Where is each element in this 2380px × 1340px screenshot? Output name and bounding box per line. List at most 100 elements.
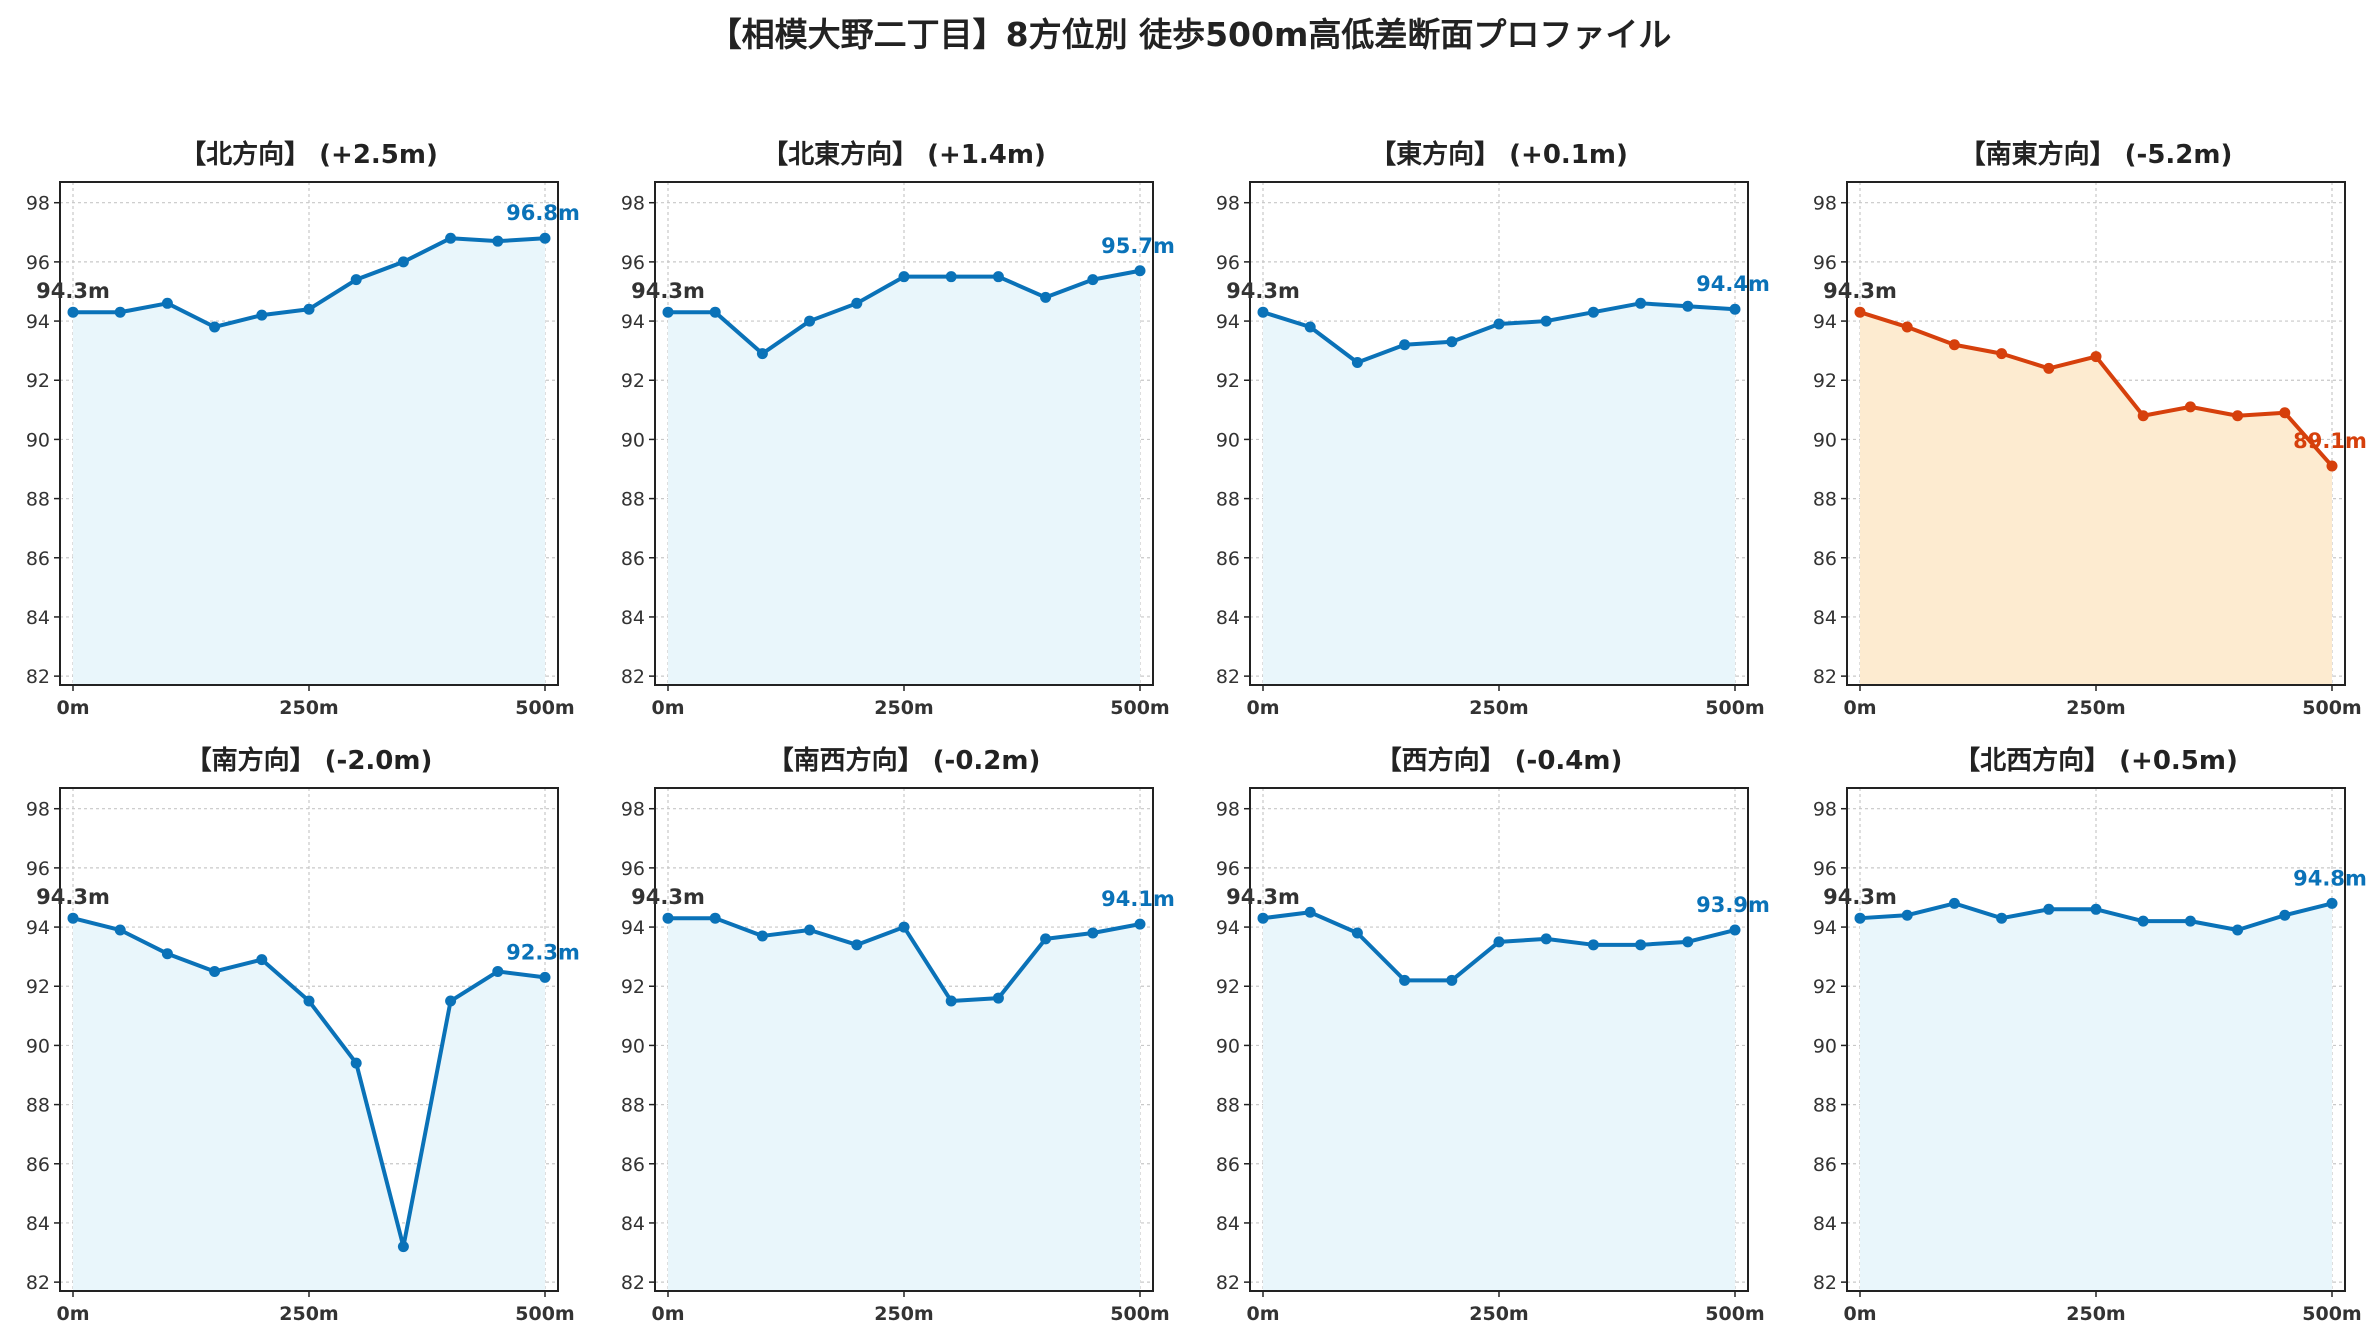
y-tick-label: 94 xyxy=(1813,311,1837,333)
y-tick-label: 98 xyxy=(26,799,50,821)
data-point xyxy=(1854,912,1866,924)
y-tick-label: 98 xyxy=(1813,193,1837,215)
data-point xyxy=(1682,300,1694,312)
data-point xyxy=(2184,915,2196,927)
panel-title: 【北西方向】 (+0.5m) xyxy=(1954,745,2238,776)
data-point xyxy=(209,965,221,977)
y-tick-label: 98 xyxy=(1813,799,1837,821)
y-tick-label: 84 xyxy=(621,607,645,629)
y-tick-label: 86 xyxy=(1813,1154,1837,1176)
data-point xyxy=(1134,265,1146,277)
data-point xyxy=(1446,336,1458,348)
end-label: 89.1m xyxy=(2293,429,2367,453)
y-tick-label: 94 xyxy=(26,917,50,939)
panel-title: 【南方向】 (-2.0m) xyxy=(186,745,433,776)
y-tick-label: 84 xyxy=(621,1213,645,1235)
data-point xyxy=(2232,410,2244,422)
y-tick-label: 96 xyxy=(26,858,50,880)
y-tick-label: 96 xyxy=(621,858,645,880)
data-point xyxy=(1134,918,1146,930)
data-point xyxy=(1996,912,2008,924)
data-point xyxy=(1948,339,1960,351)
data-point xyxy=(67,912,79,924)
start-label: 94.3m xyxy=(631,279,705,303)
data-point xyxy=(992,992,1004,1004)
y-tick-label: 92 xyxy=(26,976,50,998)
data-point xyxy=(445,232,457,244)
data-point xyxy=(161,948,173,960)
data-point xyxy=(1257,306,1269,318)
data-point xyxy=(2184,401,2196,413)
data-point xyxy=(804,315,816,327)
x-tick-label: 250m xyxy=(874,697,933,719)
data-point xyxy=(1854,306,1866,318)
data-point xyxy=(851,939,863,951)
panel-3: 【東方向】 (+0.1m) 82 84 86 88 90 92 94 96 98 0m 250m 500… xyxy=(1216,139,1770,719)
panel-title: 【南東方向】 (-5.2m) xyxy=(1960,139,2233,170)
y-tick-label: 92 xyxy=(621,370,645,392)
y-tick-label: 90 xyxy=(1813,429,1837,451)
start-label: 94.3m xyxy=(36,279,110,303)
data-point xyxy=(2137,915,2149,927)
y-tick-label: 96 xyxy=(621,252,645,274)
panel-title: 【南西方向】 (-0.2m) xyxy=(768,745,1041,776)
x-tick-label: 500m xyxy=(515,697,574,719)
data-point xyxy=(67,306,79,318)
y-tick-label: 96 xyxy=(1813,252,1837,274)
data-point xyxy=(539,232,551,244)
y-tick-label: 82 xyxy=(621,1272,645,1294)
data-point xyxy=(851,297,863,309)
y-tick-label: 88 xyxy=(26,1095,50,1117)
end-label: 95.7m xyxy=(1101,234,1175,258)
y-tick-label: 82 xyxy=(1813,1272,1837,1294)
data-point xyxy=(1493,936,1505,948)
area-fill xyxy=(1860,903,2332,1291)
data-point xyxy=(1901,321,1913,333)
data-point xyxy=(303,995,315,1007)
data-point xyxy=(992,271,1004,283)
data-point xyxy=(445,995,457,1007)
data-point xyxy=(2090,903,2102,915)
x-tick-label: 0m xyxy=(1843,697,1876,719)
panel-title: 【東方向】 (+0.1m) xyxy=(1370,139,1628,170)
area-fill xyxy=(73,918,545,1291)
y-tick-label: 86 xyxy=(621,1154,645,1176)
y-tick-label: 92 xyxy=(1216,976,1240,998)
data-point xyxy=(1446,974,1458,986)
data-point xyxy=(1587,306,1599,318)
data-point xyxy=(492,965,504,977)
start-label: 94.3m xyxy=(631,885,705,909)
data-point xyxy=(350,274,362,286)
x-tick-label: 500m xyxy=(1110,1303,1169,1325)
y-tick-label: 98 xyxy=(621,193,645,215)
data-point xyxy=(1901,909,1913,921)
data-point xyxy=(756,930,768,942)
y-tick-label: 82 xyxy=(621,666,645,688)
page-title: 【相模大野二丁目】8方位別 徒歩500m高低差断面プロファイル xyxy=(708,15,1672,54)
end-label: 94.8m xyxy=(2293,866,2367,890)
y-tick-label: 92 xyxy=(26,370,50,392)
y-tick-label: 90 xyxy=(1216,429,1240,451)
data-point xyxy=(209,321,221,333)
y-tick-label: 88 xyxy=(621,1095,645,1117)
x-tick-label: 500m xyxy=(1705,1303,1764,1325)
data-point xyxy=(1635,939,1647,951)
start-label: 94.3m xyxy=(36,885,110,909)
data-point xyxy=(898,271,910,283)
data-point xyxy=(1257,912,1269,924)
y-tick-label: 94 xyxy=(1216,917,1240,939)
y-tick-label: 90 xyxy=(621,1035,645,1057)
y-tick-label: 82 xyxy=(1813,666,1837,688)
y-tick-label: 94 xyxy=(1813,917,1837,939)
data-point xyxy=(1040,291,1052,303)
y-tick-label: 86 xyxy=(621,548,645,570)
x-tick-label: 500m xyxy=(2302,1303,2361,1325)
panel-6: 【南西方向】 (-0.2m) 82 84 86 88 90 92 94 96 98 0m 250m 50… xyxy=(621,745,1175,1325)
data-point xyxy=(303,303,315,315)
data-point xyxy=(350,1057,362,1069)
data-point xyxy=(1304,906,1316,918)
data-point xyxy=(2090,351,2102,363)
area-fill xyxy=(1263,912,1735,1291)
data-point xyxy=(1399,339,1411,351)
y-tick-label: 98 xyxy=(26,193,50,215)
